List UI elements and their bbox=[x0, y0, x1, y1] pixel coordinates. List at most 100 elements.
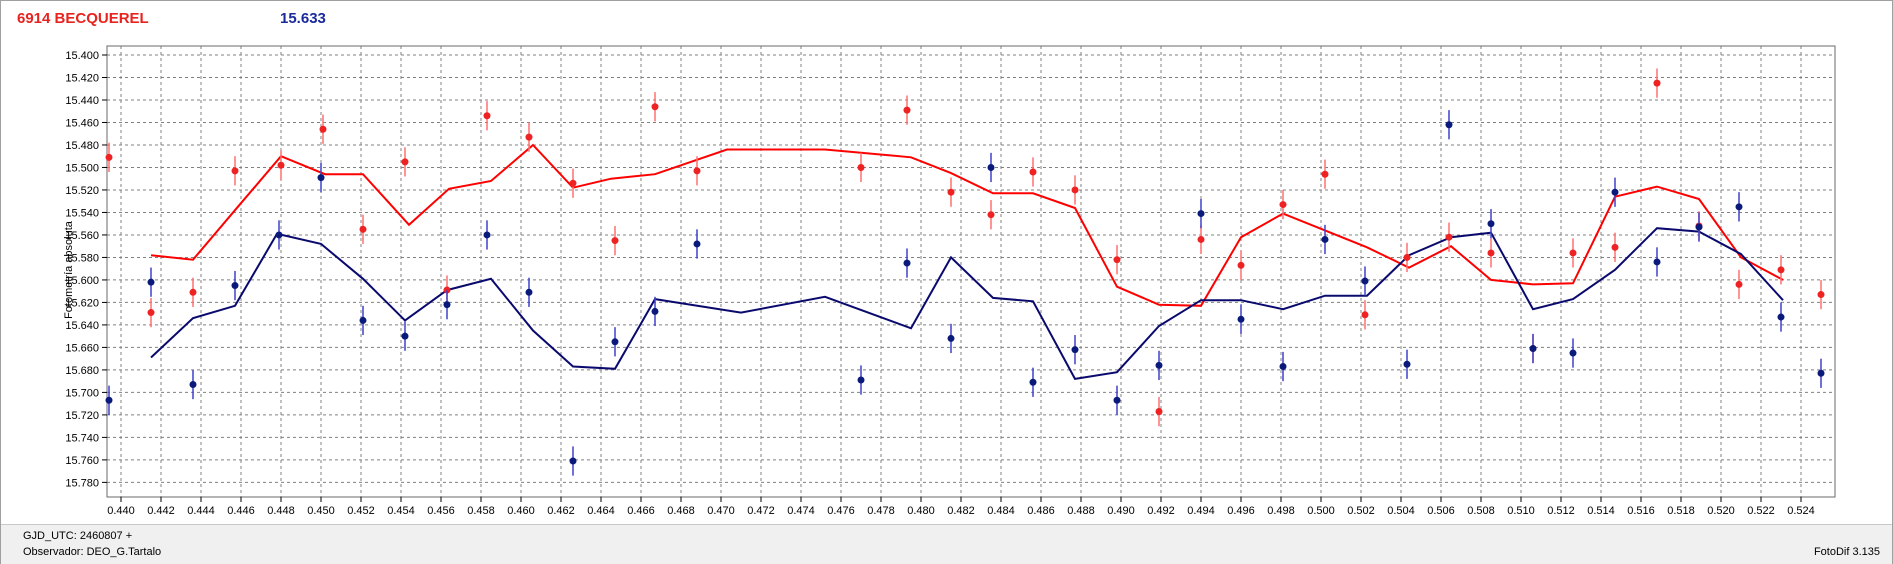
x-tick-label: 0.524 bbox=[1787, 505, 1815, 517]
red-data-point bbox=[947, 188, 955, 196]
blue-data-point bbox=[1695, 223, 1703, 231]
blue-data-point bbox=[483, 231, 491, 239]
y-tick-label: 15.600 bbox=[65, 275, 99, 287]
blue-data-point bbox=[525, 288, 533, 296]
y-tick-label: 15.620 bbox=[65, 297, 99, 309]
red-data-point bbox=[359, 225, 367, 233]
red-data-point bbox=[857, 163, 865, 171]
y-tick-label: 15.580 bbox=[65, 252, 99, 264]
x-tick-label: 0.482 bbox=[947, 505, 975, 517]
y-tick-label: 15.420 bbox=[65, 72, 99, 84]
blue-data-point bbox=[947, 334, 955, 342]
blue-data-point bbox=[317, 174, 325, 182]
x-tick-label: 0.488 bbox=[1067, 505, 1095, 517]
red-data-point bbox=[1321, 170, 1329, 178]
y-tick-label: 15.700 bbox=[65, 387, 99, 399]
blue-data-point bbox=[443, 301, 451, 309]
y-tick-label: 15.540 bbox=[65, 207, 99, 219]
blue-data-point bbox=[401, 332, 409, 340]
y-tick-label: 15.440 bbox=[65, 95, 99, 107]
y-tick-label: 15.660 bbox=[65, 342, 99, 354]
red-data-point bbox=[569, 179, 577, 187]
blue-data-point bbox=[1817, 369, 1825, 377]
red-data-point bbox=[987, 211, 995, 219]
blue-data-point bbox=[1197, 210, 1205, 218]
blue-series-line bbox=[150, 227, 1784, 380]
blue-data-point bbox=[105, 396, 113, 404]
red-data-point bbox=[231, 167, 239, 175]
blue-data-point bbox=[1071, 346, 1079, 354]
x-tick-label: 0.520 bbox=[1707, 505, 1735, 517]
blue-data-point bbox=[1321, 235, 1329, 243]
x-tick-label: 0.450 bbox=[307, 505, 335, 517]
red-data-point bbox=[1155, 408, 1163, 416]
red-data-point bbox=[1071, 186, 1079, 194]
blue-data-point bbox=[1155, 361, 1163, 369]
blue-data-point bbox=[1237, 315, 1245, 323]
x-tick-label: 0.456 bbox=[427, 505, 455, 517]
blue-data-point bbox=[231, 282, 239, 290]
magnitude-value: 15.633 bbox=[280, 10, 326, 27]
red-data-point bbox=[1237, 261, 1245, 269]
x-tick-label: 0.480 bbox=[907, 505, 935, 517]
blue-data-point bbox=[693, 240, 701, 248]
object-title: 6914 BECQUEREL bbox=[17, 10, 149, 27]
x-tick-label: 0.508 bbox=[1467, 505, 1495, 517]
red-data-point bbox=[1279, 201, 1287, 209]
x-tick-label: 0.440 bbox=[107, 505, 135, 517]
x-tick-label: 0.468 bbox=[667, 505, 695, 517]
red-data-point bbox=[693, 167, 701, 175]
x-tick-label: 0.492 bbox=[1147, 505, 1175, 517]
grid bbox=[107, 46, 1835, 497]
y-tick-label: 15.760 bbox=[65, 455, 99, 467]
y-tick-label: 15.480 bbox=[65, 140, 99, 152]
red-data-point bbox=[903, 106, 911, 114]
x-tick-label: 0.448 bbox=[267, 505, 295, 517]
y-tick-label: 15.780 bbox=[65, 477, 99, 489]
series-lines bbox=[150, 143, 1784, 380]
x-tick-label: 0.512 bbox=[1547, 505, 1575, 517]
red-data-point bbox=[1777, 266, 1785, 274]
red-data-point bbox=[1487, 249, 1495, 257]
red-data-point bbox=[1361, 311, 1369, 319]
y-tick-label: 15.500 bbox=[65, 162, 99, 174]
x-tick-label: 0.510 bbox=[1507, 505, 1535, 517]
blue-data-point bbox=[1029, 378, 1037, 386]
red-series-line bbox=[150, 143, 1784, 307]
blue-data-point bbox=[1777, 313, 1785, 321]
blue-data-point bbox=[1487, 220, 1495, 228]
x-tick-label: 0.502 bbox=[1347, 505, 1375, 517]
blue-data-point bbox=[1113, 396, 1121, 404]
red-data-point bbox=[1445, 233, 1453, 241]
blue-data-point bbox=[611, 338, 619, 346]
x-tick-label: 0.522 bbox=[1747, 505, 1775, 517]
blue-data-point bbox=[569, 457, 577, 465]
x-tick-label: 0.518 bbox=[1667, 505, 1695, 517]
x-tick-label: 0.454 bbox=[387, 505, 415, 517]
blue-data-point bbox=[147, 278, 155, 286]
x-tick-label: 0.472 bbox=[747, 505, 775, 517]
red-data-point bbox=[1569, 249, 1577, 257]
red-data-point bbox=[277, 161, 285, 169]
blue-data-point bbox=[1611, 188, 1619, 196]
red-data-point bbox=[105, 153, 113, 161]
blue-data-point bbox=[1403, 360, 1411, 368]
red-data-point bbox=[147, 309, 155, 317]
blue-data-point bbox=[189, 381, 197, 389]
y-axis: 15.400 15.420 15.440 15.460 15.480 15.500 15.5… bbox=[65, 50, 107, 489]
x-tick-label: 0.494 bbox=[1187, 505, 1215, 517]
x-tick-label: 0.444 bbox=[187, 505, 215, 517]
x-tick-label: 0.484 bbox=[987, 505, 1015, 517]
status-footer: GJD_UTC: 2460807 + Observador: DEO_G.Tar… bbox=[1, 524, 1892, 564]
red-data-point bbox=[1653, 79, 1661, 87]
x-tick-label: 0.478 bbox=[867, 505, 895, 517]
software-version: FotoDif 3.135 bbox=[1813, 546, 1880, 558]
red-data-point bbox=[611, 237, 619, 245]
red-data-point bbox=[483, 112, 491, 120]
red-data-point bbox=[1197, 235, 1205, 243]
x-tick-label: 0.460 bbox=[507, 505, 535, 517]
blue-data-point bbox=[651, 307, 659, 315]
x-tick-label: 0.486 bbox=[1027, 505, 1055, 517]
blue-data-point bbox=[1445, 121, 1453, 129]
